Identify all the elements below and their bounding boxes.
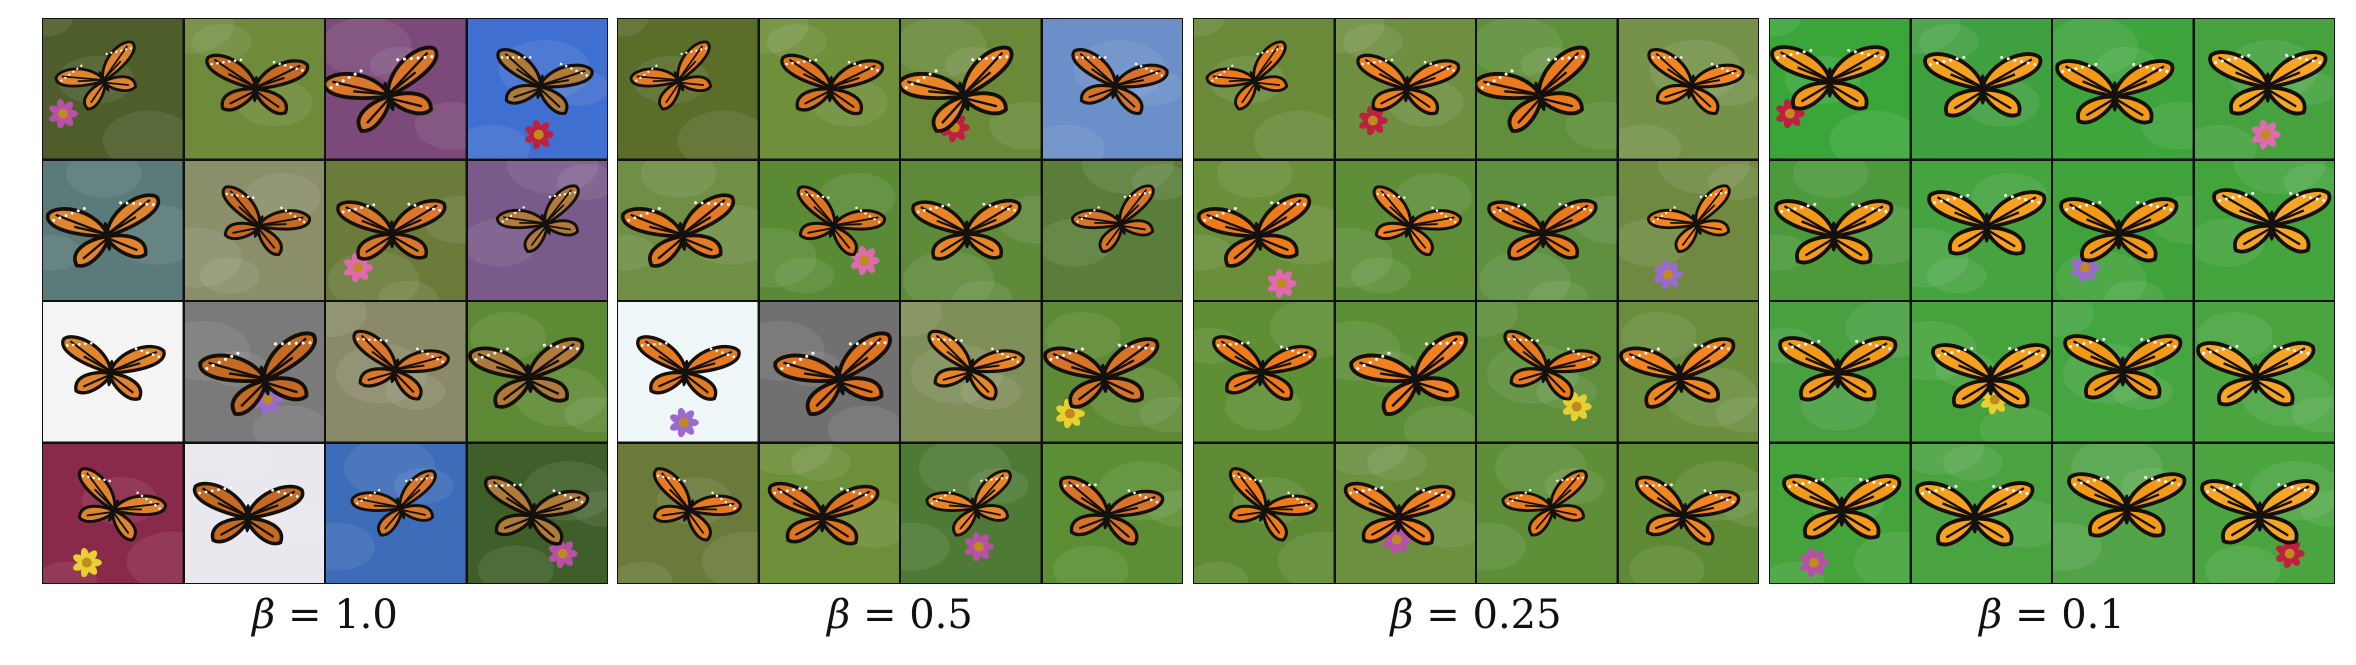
caption-beta-0-25: β = 0.25 <box>1193 592 1759 638</box>
sample-grid-beta-0-5 <box>617 18 1183 584</box>
butterfly-sample-image <box>1911 19 2051 159</box>
butterfly-sample-image <box>2053 443 2193 583</box>
butterfly-sample-image <box>1770 19 1910 159</box>
butterfly-sample-image <box>326 160 466 300</box>
butterfly-sample-image <box>1194 160 1334 300</box>
equals-sign: = <box>2014 592 2049 638</box>
butterfly-sample-image <box>618 19 758 159</box>
equals-sign: = <box>287 592 322 638</box>
butterfly-sample-image <box>43 160 183 300</box>
butterfly-sample-image <box>1477 19 1617 159</box>
butterfly-sample-image <box>1194 19 1334 159</box>
butterfly-sample-image <box>1618 443 1758 583</box>
butterfly-sample-image <box>467 302 607 442</box>
beta-symbol: β <box>1390 592 1414 638</box>
caption-beta-1: β = 1.0 <box>42 592 608 638</box>
butterfly-sample-image <box>1042 443 1182 583</box>
butterfly-sample-image <box>1335 302 1475 442</box>
butterfly-sample-image <box>326 19 466 159</box>
beta-symbol: β <box>1979 592 2003 638</box>
butterfly-sample-image <box>759 443 899 583</box>
butterfly-sample-image <box>1770 302 1910 442</box>
butterfly-sample-image <box>1335 19 1475 159</box>
beta-symbol: β <box>252 592 276 638</box>
butterfly-sample-image <box>2194 302 2334 442</box>
butterfly-sample-image <box>1335 160 1475 300</box>
butterfly-sample-image <box>1335 443 1475 583</box>
butterfly-sample-image <box>1911 443 2051 583</box>
butterfly-sample-image <box>1618 302 1758 442</box>
butterfly-sample-image <box>1477 302 1617 442</box>
butterfly-sample-image <box>184 160 324 300</box>
butterfly-sample-image <box>184 302 324 442</box>
butterfly-sample-image <box>2194 160 2334 300</box>
butterfly-sample-image <box>1911 302 2051 442</box>
butterfly-sample-image <box>759 19 899 159</box>
butterfly-sample-image <box>618 302 758 442</box>
butterfly-sample-image <box>901 160 1041 300</box>
butterfly-sample-image <box>326 302 466 442</box>
caption-beta-0-1: β = 0.1 <box>1769 592 2335 638</box>
butterfly-sample-image <box>2194 443 2334 583</box>
butterfly-sample-image <box>2053 302 2193 442</box>
butterfly-sample-image <box>618 443 758 583</box>
butterfly-sample-image <box>901 19 1041 159</box>
butterfly-sample-image <box>467 443 607 583</box>
equals-sign: = <box>1426 592 1460 638</box>
sample-grid-beta-1 <box>42 18 608 584</box>
butterfly-sample-image <box>1477 443 1617 583</box>
butterfly-sample-image <box>2053 19 2193 159</box>
butterfly-sample-image <box>1770 160 1910 300</box>
butterfly-sample-image <box>1042 302 1182 442</box>
butterfly-sample-image <box>759 160 899 300</box>
butterfly-sample-image <box>901 443 1041 583</box>
butterfly-sample-image <box>2053 160 2193 300</box>
butterfly-sample-image <box>467 160 607 300</box>
beta-value: 0.25 <box>1472 592 1562 638</box>
sample-grid-beta-0-1 <box>1769 18 2335 584</box>
beta-value: 0.5 <box>909 592 973 638</box>
beta-value: 0.1 <box>2061 592 2125 638</box>
butterfly-sample-image <box>326 443 466 583</box>
butterfly-sample-image <box>43 19 183 159</box>
butterfly-sample-image <box>1042 160 1182 300</box>
butterfly-sample-image <box>43 302 183 442</box>
butterfly-sample-image <box>184 443 324 583</box>
equals-sign: = <box>862 592 897 638</box>
butterfly-sample-image <box>1042 19 1182 159</box>
butterfly-sample-image <box>1618 19 1758 159</box>
butterfly-sample-image <box>618 160 758 300</box>
butterfly-sample-image <box>43 443 183 583</box>
sample-grid-beta-0-25 <box>1193 18 1759 584</box>
butterfly-sample-image <box>1194 302 1334 442</box>
butterfly-sample-image <box>467 19 607 159</box>
beta-symbol: β <box>827 592 851 638</box>
butterfly-sample-image <box>901 302 1041 442</box>
beta-value: 1.0 <box>334 592 398 638</box>
butterfly-sample-image <box>1194 443 1334 583</box>
butterfly-sample-image <box>184 19 324 159</box>
butterfly-sample-image <box>1770 443 1910 583</box>
butterfly-sample-image <box>1477 160 1617 300</box>
butterfly-sample-image <box>1911 160 2051 300</box>
butterfly-sample-image <box>2194 19 2334 159</box>
butterfly-sample-image <box>1618 160 1758 300</box>
caption-beta-0-5: β = 0.5 <box>617 592 1183 638</box>
butterfly-sample-image <box>759 302 899 442</box>
